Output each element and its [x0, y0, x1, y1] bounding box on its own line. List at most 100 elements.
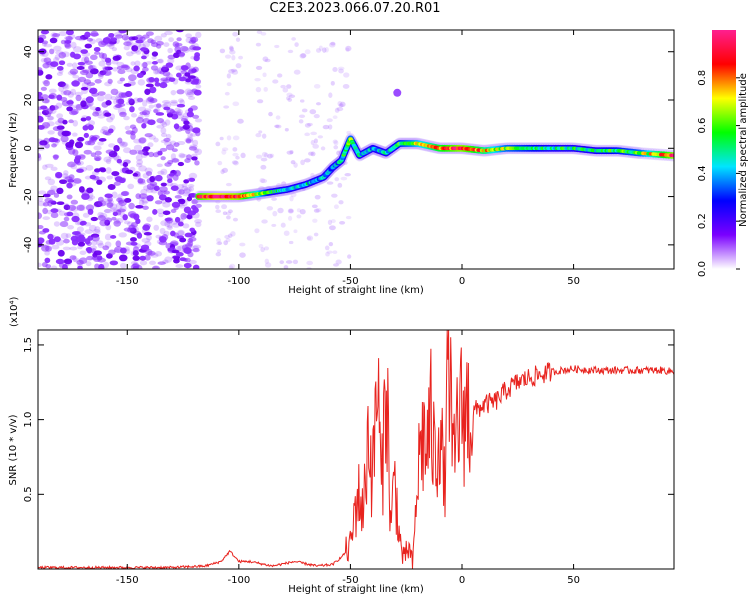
noise-speck: [76, 218, 84, 225]
noise-speck: [130, 213, 137, 219]
noise-speck: [310, 139, 315, 146]
noise-speck: [259, 178, 266, 183]
noise-speck: [126, 40, 134, 47]
noise-speck: [172, 41, 180, 48]
noise-speck: [38, 190, 47, 195]
noise-speck: [160, 132, 168, 138]
noise-speck: [162, 201, 171, 208]
noise-speck: [153, 108, 159, 114]
colorbar-tick-label: 0.6: [697, 118, 708, 134]
noise-speck: [132, 172, 139, 177]
noise-speck: [330, 41, 336, 46]
noise-speck: [122, 214, 128, 221]
noise-speck: [144, 113, 150, 118]
colorbar-label: Normalized spectral amplitude: [738, 73, 749, 227]
noise-speck: [130, 241, 138, 246]
noise-speck: [144, 167, 153, 174]
noise-speck: [195, 31, 202, 39]
noise-speck: [86, 37, 94, 42]
noise-speck: [47, 178, 56, 186]
noise-speck: [139, 255, 146, 261]
noise-speck: [158, 240, 168, 246]
noise-speck: [312, 218, 318, 223]
noise-speck: [110, 88, 119, 96]
noise-speck: [105, 60, 112, 66]
noise-speck: [255, 65, 263, 70]
noise-speck: [99, 168, 107, 173]
noise-speck: [143, 231, 152, 236]
noise-speck: [164, 30, 173, 36]
noise-speck: [79, 257, 88, 264]
noise-speck: [136, 116, 144, 124]
noise-speck: [138, 199, 145, 207]
noise-speck: [116, 66, 123, 70]
noise-speck: [97, 257, 106, 263]
noise-speck: [290, 192, 297, 198]
noise-speck: [299, 208, 306, 215]
noise-speck: [195, 221, 202, 228]
noise-speck: [256, 30, 263, 34]
noise-speck: [188, 172, 198, 180]
noise-speck: [339, 101, 346, 108]
noise-speck: [219, 136, 224, 141]
noise-speck: [147, 250, 156, 256]
noise-speck: [220, 169, 225, 175]
noise-speck: [111, 59, 119, 65]
noise-speck: [104, 93, 113, 101]
noise-speck: [171, 255, 179, 261]
noise-speck: [80, 49, 89, 54]
noise-speck: [233, 160, 239, 166]
noise-speck: [173, 256, 180, 261]
noise-speck: [135, 204, 144, 209]
noise-speck: [345, 215, 352, 220]
y-tick-label: 0.5: [23, 486, 34, 502]
noise-speck: [188, 95, 196, 100]
noise-speck: [333, 140, 339, 146]
noise-speck: [94, 51, 101, 55]
noise-speck: [55, 173, 61, 179]
noise-speck: [184, 80, 193, 85]
noise-speck: [168, 37, 174, 43]
noise-speck: [227, 209, 233, 214]
noise-speck: [123, 41, 132, 47]
noise-speck: [65, 233, 72, 239]
noise-speck: [51, 105, 59, 111]
noise-speck: [326, 181, 334, 185]
colorbar: 0.0 0.2 0.4 0.6 0.8 Normalized spectral ampl…: [697, 30, 749, 277]
noise-speck: [91, 235, 100, 242]
noise-speck: [57, 249, 65, 257]
noise-speck: [78, 204, 86, 212]
noise-speck: [47, 116, 54, 121]
snr-y-axis-title: SNR (10 * v/v): [8, 414, 19, 485]
noise-speck: [184, 232, 193, 238]
noise-speck: [153, 77, 160, 83]
noise-speck: [181, 185, 189, 192]
noise-speck: [94, 150, 102, 156]
noise-speck: [121, 141, 129, 147]
noise-speck: [38, 212, 43, 220]
noise-speck: [137, 178, 146, 184]
noise-speck: [153, 185, 160, 192]
noise-speck: [89, 245, 98, 250]
y-tick-label: 20: [23, 94, 34, 107]
noise-speck: [189, 133, 197, 137]
noise-speck: [310, 151, 316, 157]
noise-speck: [80, 86, 89, 91]
noise-speck: [260, 164, 267, 170]
noise-speck: [338, 68, 344, 74]
noise-speck: [113, 220, 121, 227]
noise-speck: [187, 132, 193, 139]
noise-speck: [72, 119, 79, 127]
noise-speck: [38, 111, 42, 117]
noise-speck: [105, 100, 112, 106]
noise-speck: [185, 37, 194, 44]
noise-speck: [63, 170, 69, 176]
noise-speck: [145, 97, 154, 103]
noise-speck: [217, 241, 223, 245]
noise-speck: [52, 33, 61, 38]
noise-speck: [142, 34, 150, 39]
noise-speck: [142, 40, 151, 48]
noise-speck: [147, 119, 156, 126]
noise-speck: [255, 42, 262, 47]
noise-speck: [225, 182, 232, 187]
